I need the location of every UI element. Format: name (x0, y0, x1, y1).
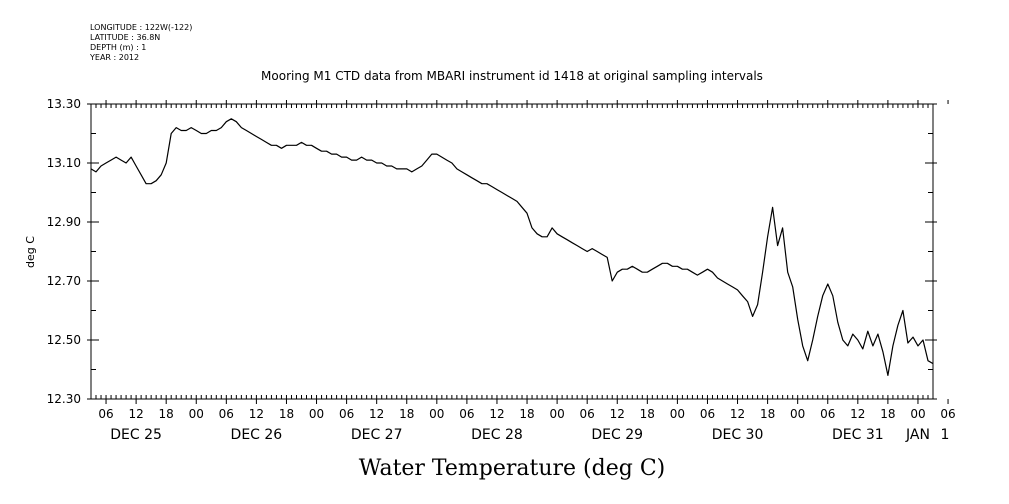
x-hour-label: 06 (940, 407, 955, 421)
minor-ticks (90, 104, 934, 399)
x-day-label: DEC 27 (351, 427, 403, 443)
x-hour-label: 18 (519, 407, 534, 421)
latitude-label: LATITUDE : 36.8N (90, 33, 160, 42)
x-day-label: DEC 26 (231, 427, 283, 443)
y-tick-label: 12.30 (47, 392, 81, 406)
x-day-label: DEC 25 (110, 427, 162, 443)
y-axis-label: deg C (24, 236, 37, 268)
y-tick-label: 13.30 (47, 97, 81, 111)
x-hour-label: 00 (429, 407, 444, 421)
x-hour-label: 00 (549, 407, 564, 421)
y-tick-label: 12.70 (47, 274, 81, 288)
x-hour-label: 18 (880, 407, 895, 421)
y-axis: 13.30 13.10 12.90 12.70 12.50 12.30 (47, 97, 937, 406)
x-hour-label: 00 (910, 407, 925, 421)
chart-title: Mooring M1 CTD data from MBARI instrumen… (261, 69, 763, 83)
x-hour-label: 12 (850, 407, 865, 421)
series-line (90, 118, 934, 376)
x-hour-label: 06 (580, 407, 595, 421)
y-tick-label: 12.90 (47, 215, 81, 229)
y-tick-label: 12.50 (47, 333, 81, 347)
x-hour-label: 06 (219, 407, 234, 421)
x-hour-label: 18 (399, 407, 414, 421)
x-day-label: JAN (905, 427, 930, 443)
x-day-label: DEC 28 (471, 427, 523, 443)
y-tick-label: 13.10 (47, 156, 81, 170)
x-hour-label: 12 (369, 407, 384, 421)
x-hour-label: 06 (820, 407, 835, 421)
longitude-label: LONGITUDE : 122W(-122) (90, 23, 192, 32)
x-hour-label: 18 (640, 407, 655, 421)
x-hour-label: 12 (489, 407, 504, 421)
x-hour-label: 12 (730, 407, 745, 421)
x-hour-label: 18 (279, 407, 294, 421)
x-hour-label: 00 (189, 407, 204, 421)
x-hour-label: 12 (128, 407, 143, 421)
x-hour-label: 00 (790, 407, 805, 421)
plot-frame (90, 103, 934, 400)
x-hour-label: 18 (760, 407, 775, 421)
x-hour-label: 06 (700, 407, 715, 421)
x-day-label: 1 (941, 427, 950, 443)
x-hour-label: 12 (249, 407, 264, 421)
depth-label: DEPTH (m) : 1 (90, 43, 146, 52)
x-axis: 06 12 18 00 06 12 18 00 06 12 18 00 06 12 18 00 06 12 18 00… (98, 100, 956, 443)
x-axis-label: Water Temperature (deg C) (359, 456, 666, 481)
year-label: YEAR : 2012 (89, 53, 139, 62)
x-day-label: DEC 31 (832, 427, 884, 443)
x-day-label: DEC 30 (712, 427, 764, 443)
x-hour-label: 00 (309, 407, 324, 421)
x-hour-label: 12 (610, 407, 625, 421)
x-hour-label: 18 (159, 407, 174, 421)
x-hour-label: 00 (670, 407, 685, 421)
x-hour-label: 06 (98, 407, 113, 421)
x-hour-label: 06 (459, 407, 474, 421)
x-day-label: DEC 29 (591, 427, 643, 443)
x-hour-label: 06 (339, 407, 354, 421)
